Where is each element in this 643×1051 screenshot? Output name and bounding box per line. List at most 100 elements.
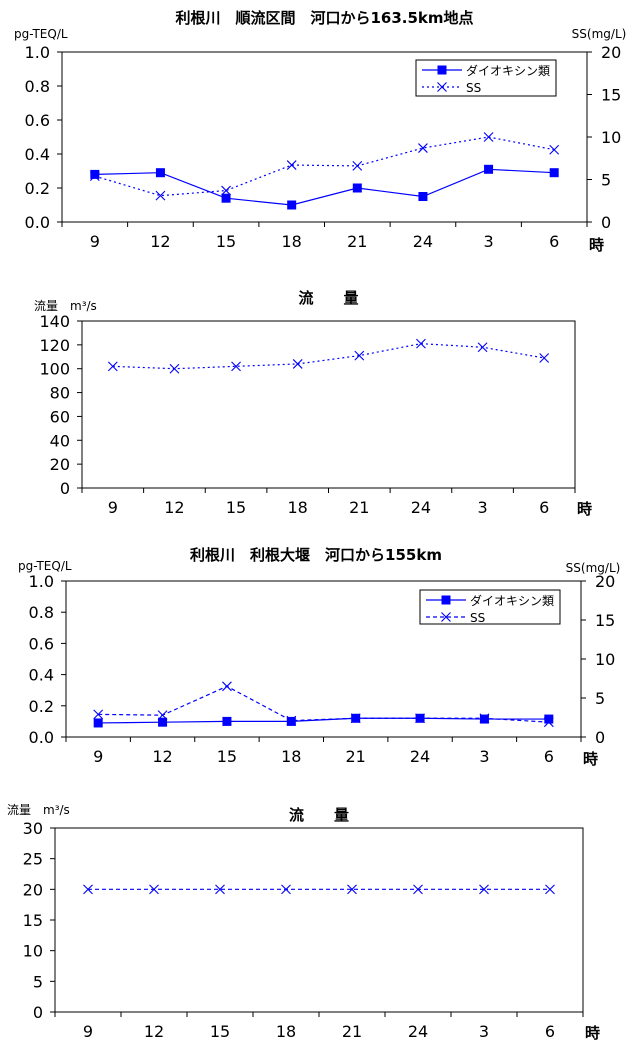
data-point-0-0	[83, 884, 93, 895]
data-point-1-7	[543, 717, 554, 728]
data-point-0-3	[281, 884, 291, 895]
x-tick-label: 3	[477, 498, 487, 517]
data-point-0-3	[292, 359, 303, 369]
data-point-1-0	[89, 171, 100, 181]
x-tick-label: 21	[347, 232, 367, 251]
x-tick-label: 15	[210, 1022, 230, 1041]
x-tick-label: 24	[413, 232, 433, 251]
y-tick-label-right: 5	[595, 689, 605, 708]
y-tick-label-left: 0.8	[25, 77, 50, 96]
y-tick-label-left: 15	[23, 911, 43, 930]
data-point-0-1	[158, 717, 168, 727]
legend-marker-1	[441, 612, 451, 622]
x-tick-label: 3	[479, 1022, 489, 1041]
data-point-0-2	[231, 361, 241, 372]
data-point-1-4	[350, 713, 361, 724]
data-point-0-7	[544, 714, 554, 724]
data-point-0-5	[418, 192, 428, 201]
data-point-0-2	[215, 884, 225, 895]
data-point-1-2	[222, 681, 232, 692]
series-line-0	[112, 343, 545, 370]
y-tick-label-left: 20	[50, 455, 70, 474]
y-axis-label-left: 流量 m³/s	[7, 803, 70, 817]
series-line-1	[98, 685, 549, 723]
y-tick-label-left: 10	[23, 942, 43, 961]
y-tick-label-left: 0.0	[25, 213, 50, 232]
x-tick-label: 6	[545, 1022, 555, 1041]
x-tick-label: 18	[282, 232, 302, 251]
x-tick-label: 9	[83, 1022, 93, 1041]
x-tick-label: 12	[150, 232, 170, 251]
y-tick-label-left: 5	[33, 972, 43, 991]
data-point-0-6	[479, 884, 489, 895]
x-tick-label: 18	[276, 1022, 296, 1041]
x-tick-label: 9	[108, 498, 118, 517]
data-point-0-7	[549, 168, 559, 178]
y-tick-label-left: 120	[39, 336, 70, 355]
x-tick-label: 9	[90, 232, 100, 251]
y-tick-label-left: 0.6	[29, 634, 54, 653]
y-tick-label-left: 0.4	[29, 666, 54, 685]
x-tick-label: 24	[410, 747, 430, 766]
x-tick-label: 3	[483, 232, 493, 251]
y-tick-label-left: 0.2	[29, 697, 54, 716]
legend-marker-0	[437, 65, 447, 75]
x-tick-label: 15	[216, 232, 236, 251]
y-axis-label-right: SS(mg/L)	[566, 561, 621, 575]
data-point-0-6	[484, 164, 494, 174]
data-point-0-3	[287, 200, 297, 210]
chart-title: 利根川 利根大堰 河口から155km	[190, 546, 457, 564]
y-tick-label-left: 1.0	[25, 43, 50, 62]
y-tick-label-left: 40	[50, 431, 70, 450]
data-point-0-5	[413, 884, 423, 895]
x-tick-label: 3	[479, 747, 489, 766]
x-tick-label: 15	[217, 747, 237, 766]
y-tick-label-right: 0	[601, 213, 611, 232]
plot-frame	[54, 827, 584, 1013]
data-point-1-1	[157, 710, 168, 721]
data-point-0-6	[479, 714, 489, 724]
y-tick-label-left: 80	[50, 384, 70, 403]
y-tick-label-left: 0	[33, 1003, 43, 1022]
chart-title: 利根川 順流区間 河口から163.5km地点	[175, 9, 473, 27]
y-tick-label-right: 20	[595, 572, 615, 591]
y-axis-label-right: SS(mg/L)	[572, 27, 627, 41]
x-axis-unit: 時	[585, 1024, 600, 1042]
legend-label-1: SS	[466, 81, 481, 95]
legend-label-0: ダイオキシン類	[466, 63, 550, 78]
x-axis-unit: 時	[583, 750, 598, 768]
y-tick-label-left: 140	[39, 312, 70, 331]
data-point-1-3	[286, 160, 297, 170]
y-tick-label-right: 0	[595, 728, 605, 747]
x-tick-label: 24	[408, 1022, 428, 1041]
x-tick-label: 12	[152, 747, 172, 766]
data-point-0-3	[286, 716, 296, 726]
data-point-0-7	[545, 884, 555, 895]
data-point-0-1	[169, 363, 180, 374]
legend-marker-0	[441, 595, 451, 605]
data-point-1-3	[286, 715, 297, 726]
x-tick-label: 21	[349, 498, 369, 517]
data-point-1-7	[549, 144, 560, 155]
y-axis-label-left: pg-TEQ/L	[18, 559, 72, 573]
legend-label-1: SS	[470, 611, 485, 625]
x-tick-label: 12	[144, 1022, 164, 1041]
data-point-1-2	[221, 185, 231, 196]
y-tick-label-right: 20	[601, 43, 621, 62]
data-point-0-6	[477, 342, 488, 353]
x-tick-label: 24	[411, 498, 431, 517]
y-tick-label-right: 15	[601, 86, 621, 105]
data-point-1-0	[93, 709, 104, 720]
x-tick-label: 9	[93, 747, 103, 766]
plot-frame	[81, 320, 576, 489]
chart-title: 流 量	[298, 289, 358, 307]
y-tick-label-right: 10	[595, 650, 615, 669]
data-point-0-7	[539, 353, 550, 363]
y-tick-label-left: 20	[23, 880, 43, 899]
y-tick-label-left: 30	[23, 819, 43, 838]
y-tick-label-right: 10	[601, 128, 621, 147]
y-tick-label-right: 15	[595, 611, 615, 630]
x-axis-unit: 時	[577, 500, 592, 518]
x-tick-label: 21	[346, 747, 366, 766]
